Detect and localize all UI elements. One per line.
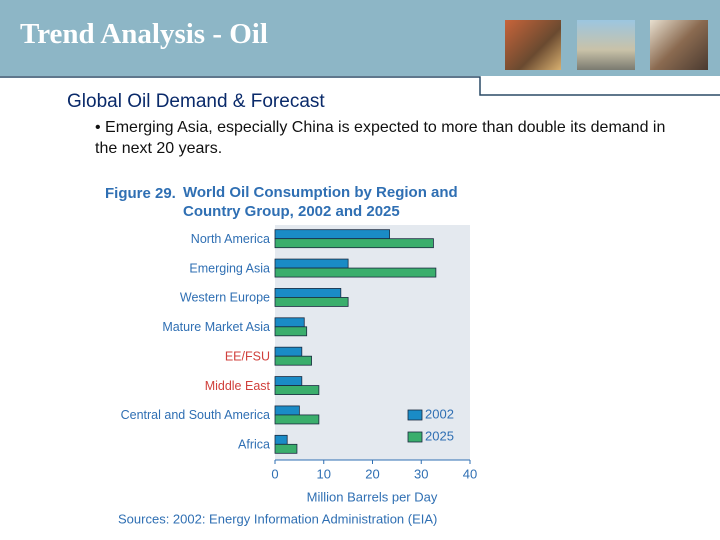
x-tick-label: 10 <box>317 466 331 481</box>
chart-title-box: World Oil Consumption by Region and Coun… <box>183 184 458 220</box>
bar <box>274 385 320 395</box>
legend-swatch <box>407 409 423 421</box>
heading: Global Oil Demand & Forecast <box>67 91 325 112</box>
y-tick-label: Middle East <box>205 379 271 393</box>
x-tick-label: 40 <box>463 466 477 481</box>
bar <box>274 297 349 307</box>
bar <box>274 405 300 416</box>
photo <box>577 20 635 70</box>
y-tick-label: Africa <box>238 438 270 452</box>
bar <box>274 229 390 240</box>
legend-swatch <box>407 431 423 443</box>
bar <box>274 267 437 278</box>
bar <box>274 434 288 445</box>
chart-title: World Oil Consumption by Region and Coun… <box>183 184 458 220</box>
y-tick-label: Central and South America <box>121 408 270 422</box>
bar <box>274 414 320 425</box>
x-tick-label: 20 <box>365 466 379 481</box>
photo <box>650 20 708 70</box>
x-tick-label: 30 <box>414 466 428 481</box>
bar <box>274 376 303 386</box>
y-tick-label: North America <box>191 232 270 246</box>
figure-label: Figure 29. <box>105 185 176 202</box>
legend-label: 2025 <box>425 428 454 443</box>
y-tick-label: Emerging Asia <box>189 261 270 275</box>
x-axis-label: Million Barrels per Day <box>307 489 438 504</box>
bar <box>274 355 312 366</box>
divider-line <box>0 76 720 96</box>
slide-title: Trend Analysis - Oil <box>20 18 268 50</box>
source-note: Sources: 2002: Energy Information Admini… <box>118 511 437 526</box>
bar <box>274 326 308 337</box>
legend-label: 2002 <box>425 406 454 421</box>
y-tick-label: Mature Market Asia <box>162 320 270 334</box>
bar <box>274 443 298 454</box>
y-tick-label: Western Europe <box>180 291 270 305</box>
bar <box>274 238 434 249</box>
bar <box>274 288 342 298</box>
divider <box>0 76 720 96</box>
y-tick-label: EE/FSU <box>225 349 270 363</box>
bar <box>274 258 349 269</box>
x-tick-label: 0 <box>271 466 278 481</box>
photo <box>505 20 561 70</box>
bar <box>274 317 305 328</box>
bullet-text: • Emerging Asia, especially China is exp… <box>95 119 666 157</box>
bar <box>274 346 303 357</box>
